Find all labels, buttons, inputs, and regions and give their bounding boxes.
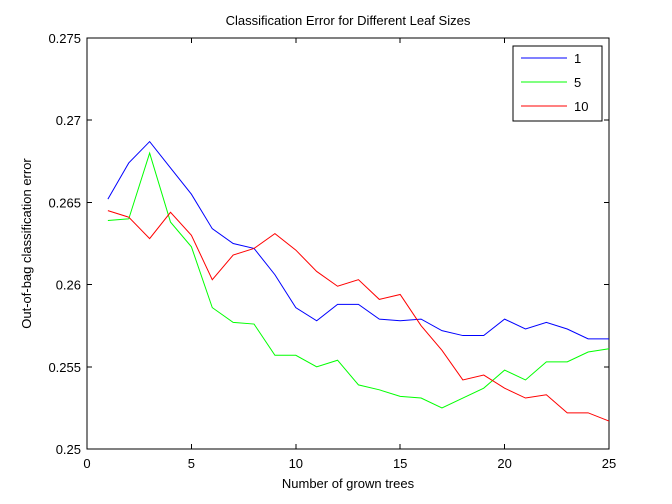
legend-label: 5 [574, 75, 581, 90]
x-tick-label: 10 [289, 456, 303, 471]
legend-label: 1 [574, 51, 581, 66]
x-axis: 0 5 10 15 20 25 [83, 38, 616, 471]
y-tick-label: 0.275 [48, 31, 81, 46]
series-line-5 [107, 151, 610, 409]
x-tick-label: 15 [393, 456, 407, 471]
x-axis-label: Number of grown trees [282, 476, 415, 491]
chart-title: Classification Error for Different Leaf … [226, 13, 471, 28]
x-tick-label: 5 [188, 456, 195, 471]
series-line-1 [107, 140, 609, 340]
x-tick-label: 25 [602, 456, 616, 471]
plot-area-border [86, 37, 610, 450]
y-axis-label: Out-of-bag classification error [19, 158, 34, 329]
series-layer [107, 140, 610, 422]
y-axis: 0.25 0.255 0.26 0.265 0.27 0.275 [48, 31, 609, 457]
series-line-10 [107, 210, 610, 422]
y-tick-label: 0.26 [56, 278, 81, 293]
x-tick-label: 20 [497, 456, 511, 471]
legend-box [512, 45, 603, 122]
x-tick-label: 0 [83, 456, 90, 471]
legend-label: 10 [574, 99, 588, 114]
y-tick-label: 0.27 [56, 113, 81, 128]
y-tick-label: 0.25 [56, 442, 81, 457]
y-tick-label: 0.255 [48, 360, 81, 375]
axes-frame [86, 37, 610, 450]
y-tick-label: 0.265 [48, 195, 81, 210]
